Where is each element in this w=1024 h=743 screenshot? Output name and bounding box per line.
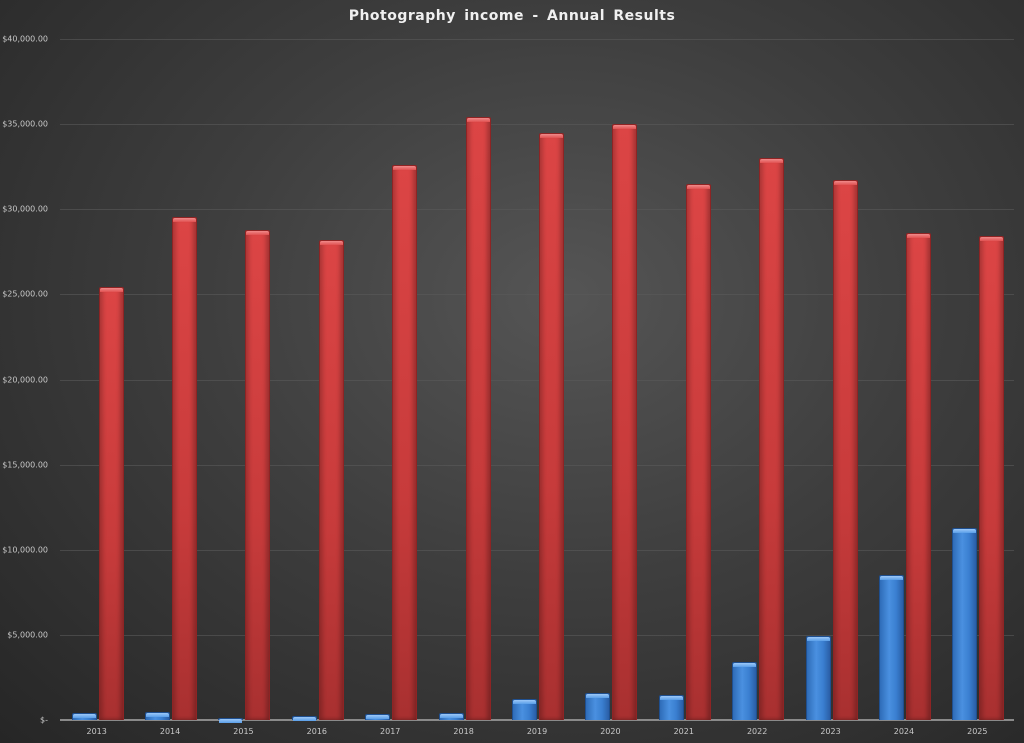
- bar-series1-2021: [658, 695, 684, 720]
- bar-series2-2025: [979, 236, 1005, 720]
- bar-series2-2024: [905, 232, 931, 720]
- gridline: [60, 294, 1014, 296]
- y-tick-label: $35,000.00: [2, 119, 48, 129]
- bar-series2-2020: [612, 123, 638, 720]
- x-tick-label: 2015: [233, 727, 254, 736]
- y-tick-label: $25,000.00: [2, 289, 48, 299]
- x-tick-label: 2024: [893, 727, 915, 736]
- x-tick-label: 2017: [380, 727, 401, 736]
- gridline: [60, 634, 1014, 636]
- bar-series1-2013: [71, 713, 97, 720]
- bar-series2-2023: [832, 180, 858, 720]
- x-tick-label: 2013: [86, 727, 107, 736]
- gridline: [60, 124, 1014, 126]
- bar-series2-2016: [318, 240, 344, 720]
- bar-series2-2021: [685, 184, 711, 720]
- x-tick-label: 2021: [673, 727, 694, 736]
- x-tick-label: 2025: [967, 727, 988, 736]
- bar-series2-2014: [172, 216, 198, 720]
- gridline: [60, 39, 1014, 40]
- x-tick-label: 2023: [820, 727, 841, 736]
- bar-series1-2015: [218, 718, 244, 723]
- x-tick-label: 2020: [600, 727, 621, 736]
- x-tick-label: 2016: [306, 727, 328, 736]
- y-tick-label: $5,000.00: [7, 630, 48, 640]
- x-tick-label: 2022: [746, 727, 768, 736]
- gridline: [60, 209, 1014, 211]
- bar-series1-2023: [805, 635, 831, 720]
- y-tick-label: $10,000.00: [2, 545, 48, 555]
- bar-series2-2013: [98, 286, 124, 720]
- gridline: [60, 549, 1014, 551]
- gridline: [60, 379, 1014, 381]
- bar-series1-2024: [878, 574, 904, 720]
- bar-series2-2019: [539, 133, 564, 720]
- bar-series2-2022: [759, 158, 785, 720]
- x-tick-label: 2014: [159, 727, 181, 736]
- bar-series1-2025: [952, 527, 978, 720]
- bar-series1-2016: [291, 715, 317, 722]
- bar-series1-2014: [145, 712, 171, 720]
- chart-title: Photography income - Annual Results: [348, 8, 676, 24]
- bar-series2-2017: [392, 165, 418, 720]
- gridline: [60, 464, 1014, 466]
- bar-series1-2020: [585, 692, 611, 720]
- bar-series1-2018: [438, 713, 464, 720]
- bar-series2-2018: [465, 117, 491, 720]
- bar-series1-2022: [732, 661, 758, 720]
- y-tick-label: $40,000.00: [2, 34, 48, 44]
- x-tick-label: 2019: [526, 727, 548, 736]
- y-tick-label: $15,000.00: [2, 460, 48, 470]
- y-tick-label: $30,000.00: [2, 204, 48, 214]
- x-tick-label: 2018: [453, 727, 474, 736]
- bar-series2-2015: [245, 230, 271, 720]
- x-axis-line: [60, 719, 1014, 721]
- bar-series1-2017: [365, 714, 391, 720]
- y-tick-label: $20,000.00: [2, 375, 48, 384]
- y-tick-label: $-: [40, 715, 48, 725]
- bar-series1-2019: [512, 699, 537, 720]
